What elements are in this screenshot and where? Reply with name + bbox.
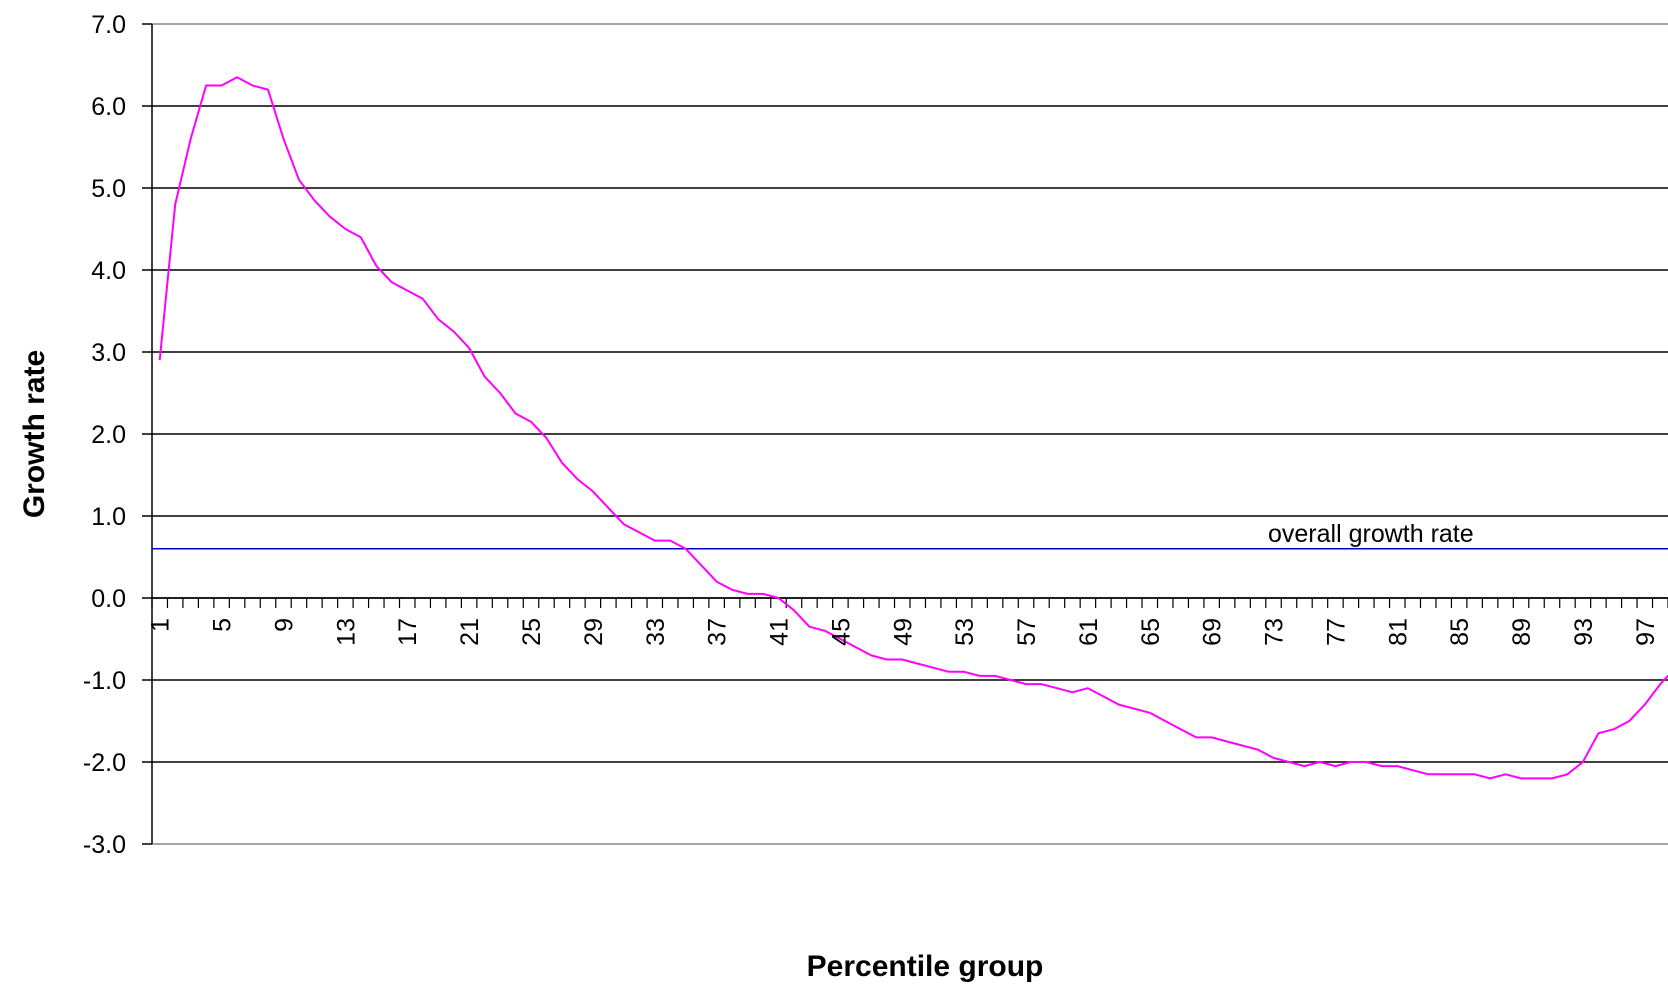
x-tick-label: 53 bbox=[951, 618, 979, 646]
y-tick-label: 0.0 bbox=[91, 585, 126, 613]
x-tick-label: 37 bbox=[704, 618, 732, 646]
x-tick-label: 57 bbox=[1013, 618, 1041, 646]
x-tick-label: 77 bbox=[1322, 618, 1350, 646]
y-tick-label: 2.0 bbox=[91, 421, 126, 449]
reference-line-label: overall growth rate bbox=[1268, 520, 1474, 548]
y-tick-label: 5.0 bbox=[91, 175, 126, 203]
x-tick-label: 13 bbox=[332, 618, 360, 646]
y-tick-label: -3.0 bbox=[83, 831, 126, 859]
x-tick-label: 9 bbox=[270, 618, 298, 632]
x-tick-label: 73 bbox=[1261, 618, 1289, 646]
x-tick-label: 89 bbox=[1508, 618, 1536, 646]
x-tick-label: 21 bbox=[456, 618, 484, 646]
y-tick-label: 1.0 bbox=[91, 503, 126, 531]
x-tick-label: 17 bbox=[394, 618, 422, 646]
x-tick-label: 45 bbox=[827, 618, 855, 646]
x-tick-label: 81 bbox=[1384, 618, 1412, 646]
y-tick-label: 3.0 bbox=[91, 339, 126, 367]
x-tick-label: 25 bbox=[518, 618, 546, 646]
y-tick-label: -2.0 bbox=[83, 749, 126, 777]
x-axis-title: Percentile group bbox=[807, 950, 1044, 983]
x-tick-label: 65 bbox=[1137, 618, 1165, 646]
y-tick-label: -1.0 bbox=[83, 667, 126, 695]
x-tick-label: 1 bbox=[147, 618, 175, 632]
x-tick-label: 49 bbox=[889, 618, 917, 646]
y-tick-label: 4.0 bbox=[91, 257, 126, 285]
x-tick-label: 41 bbox=[766, 618, 794, 646]
x-tick-label: 85 bbox=[1446, 618, 1474, 646]
x-tick-label: 61 bbox=[1075, 618, 1103, 646]
axes bbox=[142, 23, 1668, 845]
series-line bbox=[158, 76, 1668, 780]
y-axis-title: Growth rate bbox=[18, 350, 51, 518]
y-tick-label: 7.0 bbox=[91, 11, 126, 39]
x-tick-label: 33 bbox=[642, 618, 670, 646]
x-tick-label: 29 bbox=[580, 618, 608, 646]
gridlines bbox=[152, 23, 1668, 845]
tick-labels: 7.0 6.0 5.0 4.0 3.0 2.0 1.0 0.0 -1.0 -2.0 -3.0 1 5 9 1… bbox=[83, 11, 1660, 859]
y-tick-label: 6.0 bbox=[91, 93, 126, 121]
x-tick-label: 5 bbox=[209, 618, 237, 632]
x-tick-label: 69 bbox=[1199, 618, 1227, 646]
x-tick-label: 93 bbox=[1570, 618, 1598, 646]
series-group bbox=[158, 76, 1668, 780]
x-tick-label: 97 bbox=[1632, 618, 1660, 646]
